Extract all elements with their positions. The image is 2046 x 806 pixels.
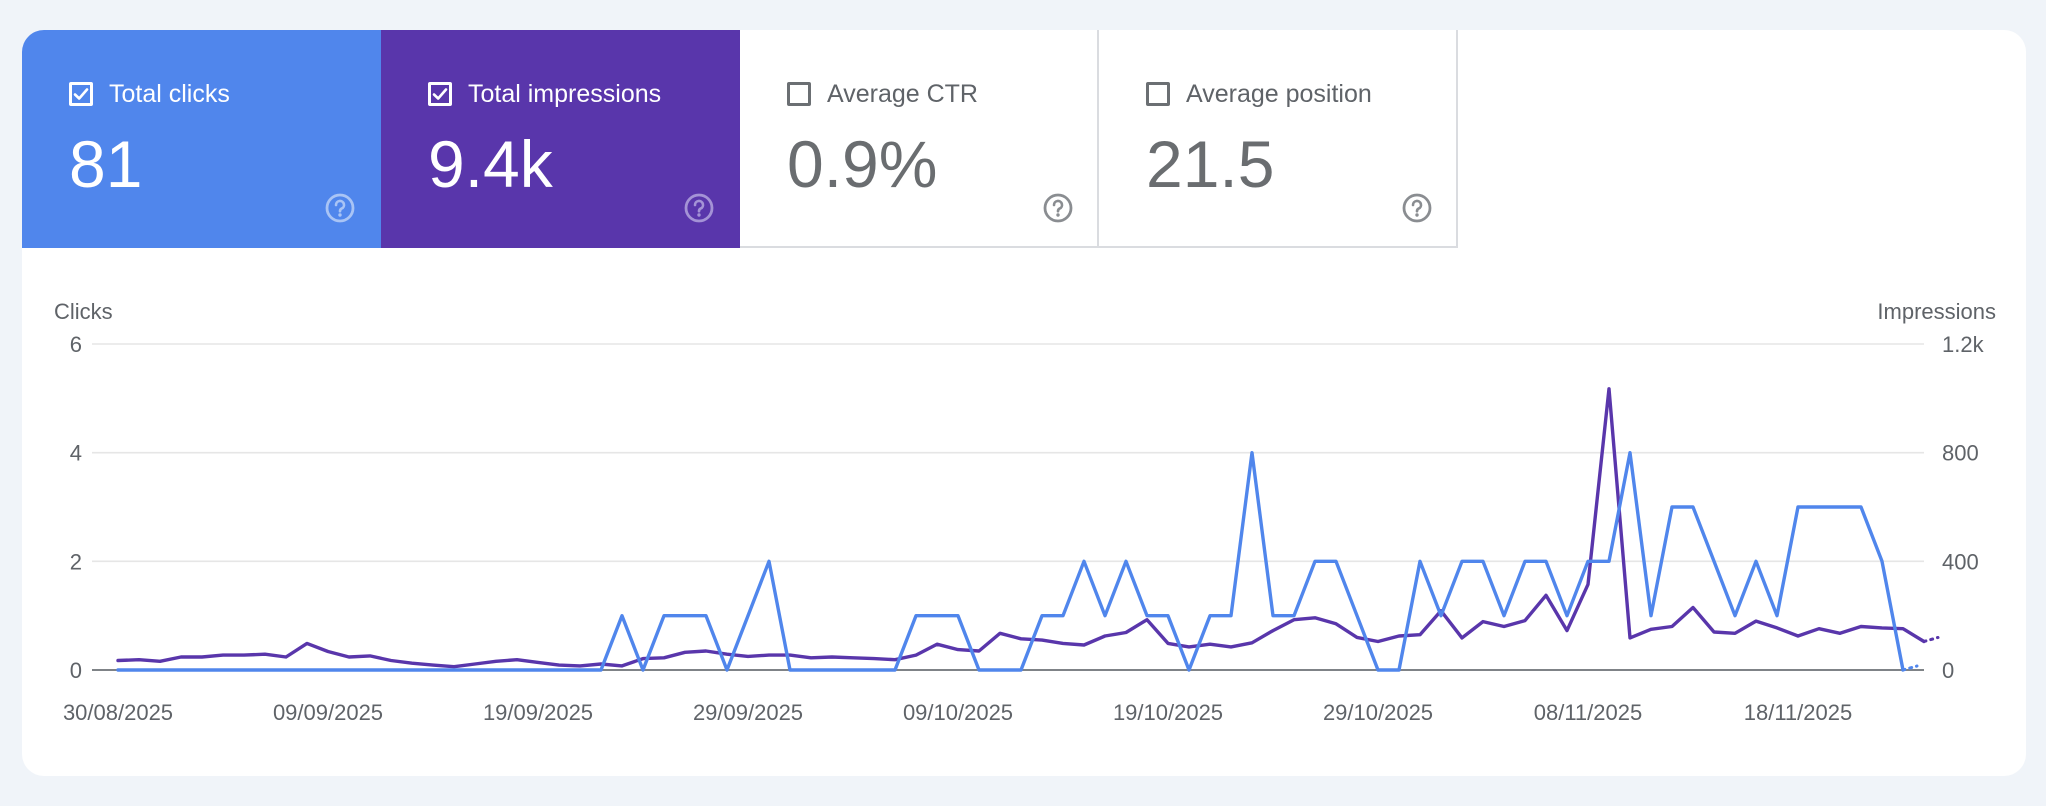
right-tick-label: 1.2k [1942, 332, 1985, 357]
metric-value: 0.9% [787, 127, 938, 201]
metric-label: Average position [1186, 80, 1372, 108]
metric-tile-average-ctr[interactable]: Average CTR 0.9% [740, 30, 1099, 248]
left-tick-label: 4 [70, 441, 82, 466]
right-tick-label: 0 [1942, 658, 1954, 683]
metric-value: 21.5 [1146, 127, 1275, 201]
help-icon[interactable] [1401, 192, 1433, 224]
checkbox-checked-icon[interactable] [69, 82, 93, 106]
x-tick-label: 19/10/2025 [1113, 700, 1223, 725]
right-axis-ticks: 1.2k 800 400 0 [1942, 332, 1985, 683]
series-line-impressions [116, 387, 1926, 669]
right-axis-title: Impressions [1877, 299, 1996, 324]
x-tick-label: 19/09/2025 [483, 700, 593, 725]
metric-label: Total impressions [468, 80, 662, 108]
series-lines [116, 387, 1940, 672]
checkbox-checked-icon[interactable] [428, 82, 452, 106]
help-icon[interactable] [324, 192, 356, 224]
left-axis-ticks: 6 4 2 0 [70, 332, 82, 683]
left-tick-label: 6 [70, 332, 82, 357]
metric-value: 9.4k [428, 127, 553, 201]
x-tick-label: 08/11/2025 [1534, 700, 1642, 725]
series-partial-impressions [1922, 635, 1940, 643]
x-tick-label: 29/09/2025 [693, 700, 803, 725]
x-axis-ticks: 30/08/2025 09/09/2025 19/09/2025 29/09/2025… [63, 700, 1852, 725]
x-tick-label: 18/11/2025 [1744, 700, 1852, 725]
left-tick-label: 2 [70, 549, 82, 574]
series-partial-clicks [1901, 664, 1919, 672]
right-tick-label: 800 [1942, 441, 1979, 466]
right-tick-label: 400 [1942, 549, 1979, 574]
left-tick-label: 0 [70, 658, 82, 683]
series-line-clicks [116, 451, 1905, 672]
metric-value: 81 [69, 127, 143, 201]
performance-card: Total clicks 81 Total impressions 9.4k A [22, 30, 2026, 776]
performance-chart: Clicks Impressions 6 4 2 0 1.2k 800 400 0 30/0… [54, 299, 1996, 725]
gridlines [92, 343, 1924, 671]
x-tick-label: 09/10/2025 [903, 700, 1013, 725]
metric-tiles: Total clicks 81 Total impressions 9.4k A [22, 30, 1458, 248]
help-icon[interactable] [683, 192, 715, 224]
checkbox-unchecked-icon[interactable] [1146, 82, 1170, 106]
metric-tile-total-impressions[interactable]: Total impressions 9.4k [381, 30, 740, 248]
left-axis-title: Clicks [54, 299, 113, 324]
metric-label: Total clicks [109, 80, 230, 108]
x-tick-label: 30/08/2025 [63, 700, 173, 725]
checkbox-unchecked-icon[interactable] [787, 82, 811, 106]
metric-tile-total-clicks[interactable]: Total clicks 81 [22, 30, 381, 248]
x-tick-label: 09/09/2025 [273, 700, 383, 725]
x-tick-label: 29/10/2025 [1323, 700, 1433, 725]
metric-label: Average CTR [827, 80, 978, 108]
metric-tile-average-position[interactable]: Average position 21.5 [1099, 30, 1458, 248]
help-icon[interactable] [1042, 192, 1074, 224]
